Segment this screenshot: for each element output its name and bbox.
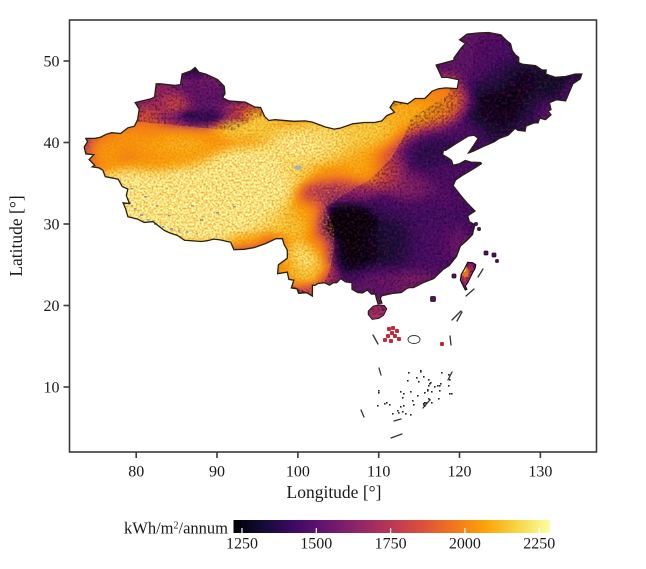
- svg-text:20: 20: [44, 298, 60, 315]
- svg-text:50: 50: [44, 54, 60, 71]
- svg-text:Longitude [°]: Longitude [°]: [287, 482, 382, 502]
- svg-text:90: 90: [209, 464, 225, 481]
- svg-text:110: 110: [367, 464, 390, 481]
- svg-text:kWh/m2/annum: kWh/m2/annum: [124, 519, 228, 538]
- svg-text:1250: 1250: [226, 536, 258, 553]
- svg-text:2250: 2250: [523, 536, 555, 553]
- svg-text:100: 100: [286, 464, 310, 481]
- svg-text:130: 130: [528, 464, 552, 481]
- svg-text:1750: 1750: [375, 536, 407, 553]
- svg-text:2000: 2000: [449, 536, 481, 553]
- svg-text:10: 10: [44, 380, 60, 397]
- svg-text:40: 40: [44, 135, 60, 152]
- svg-text:120: 120: [448, 464, 472, 481]
- svg-text:Latitude [°]: Latitude [°]: [6, 195, 26, 276]
- svg-text:30: 30: [44, 217, 60, 234]
- svg-text:1500: 1500: [300, 536, 332, 553]
- svg-text:80: 80: [128, 464, 144, 481]
